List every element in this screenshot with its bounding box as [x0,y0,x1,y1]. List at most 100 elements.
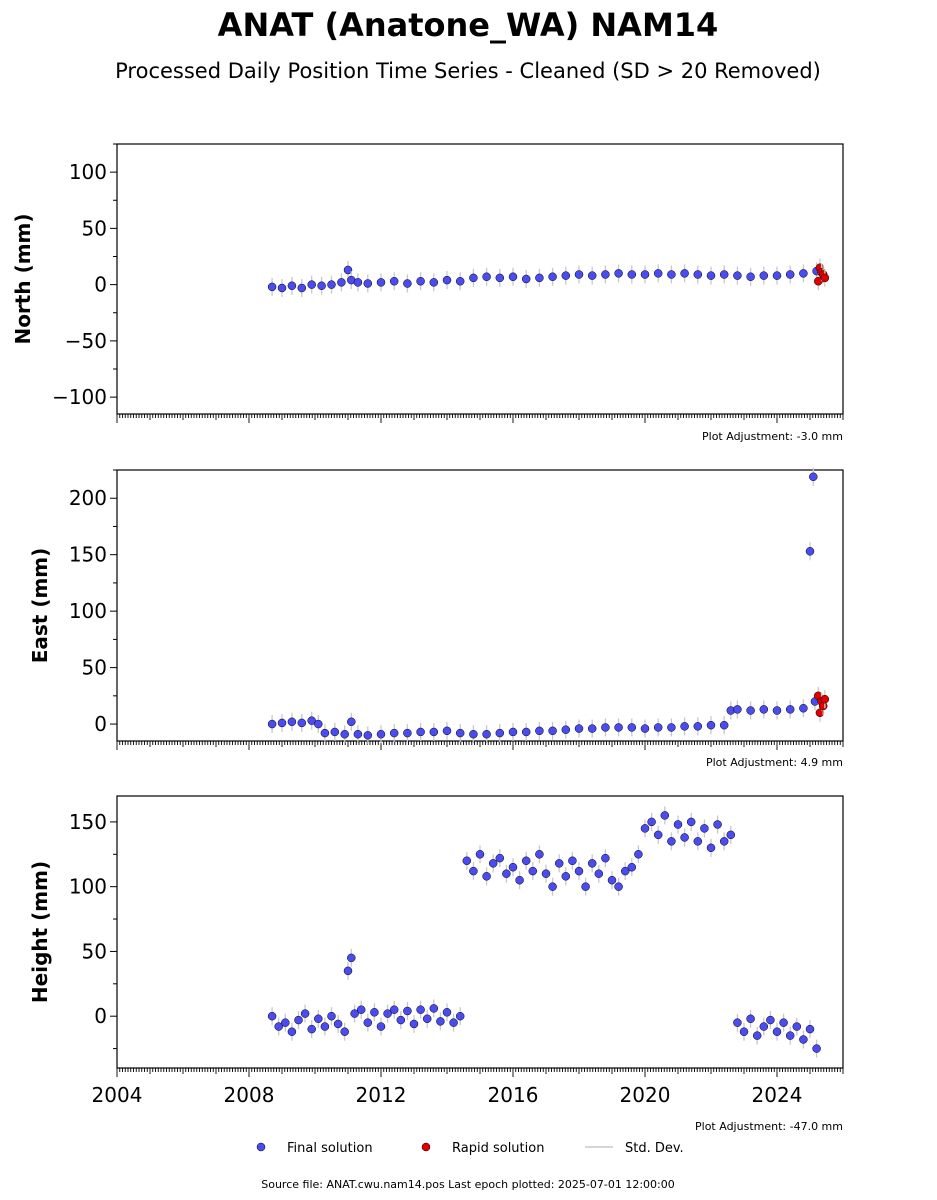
final-solution-point [627,270,637,279]
panel-height: 0 50 100 150 2004 2008 2012 2016 2020 2024 Height … [28,795,844,1133]
final-solution-point [343,966,353,976]
final-solution-point [667,723,676,732]
final-solution-point [337,278,346,287]
final-solution-point [759,705,769,714]
final-solution-point [686,817,696,827]
final-solution-point [277,283,287,293]
final-solution-point [713,820,722,829]
final-solution-point [307,280,316,289]
final-solution-point [772,271,782,280]
final-solution-point [574,866,584,876]
final-solution-point [746,272,755,281]
final-solution-point [739,1027,749,1036]
final-solution-point [383,1009,392,1018]
final-solution-point [320,1022,330,1031]
final-solution-point [805,1024,815,1034]
final-solution-point [442,275,452,285]
final-solution-point [680,833,689,842]
final-solution-point [706,271,716,280]
final-solution-point [455,277,465,286]
final-solution-point [680,722,689,731]
final-solution-point [389,728,399,738]
final-solution-point [667,270,676,279]
final-solution-point [502,869,511,878]
final-solution-point [396,1015,406,1025]
final-solution-point [640,270,650,279]
final-solution-point [495,728,505,738]
final-solution-point [700,824,709,833]
y-axis-label-north: North (mm) [11,213,35,344]
final-solution-point [314,1014,323,1024]
chart-title: ANAT (Anatone_WA) NAM14 [218,6,719,44]
final-solution-point [267,719,277,729]
final-solution-point [581,882,590,891]
final-solution-point [416,277,425,286]
final-solution-point [614,723,623,732]
final-solution-point [495,273,505,283]
final-solution-point [455,728,465,738]
final-solution-point [746,1014,755,1024]
final-solution-point [733,1018,742,1027]
final-solution-point [340,729,349,739]
final-solution-point [317,281,326,290]
final-solution-point [347,717,356,727]
panel-north: −100 −50 0 50 100 North (mm) Plot Adjustment: … [11,143,844,443]
final-solution-point [508,862,518,872]
source-file-note: Source file: ANAT.cwu.nam14.pos Last epo… [261,1178,675,1191]
final-solution-point [521,274,531,284]
final-solution-point [307,1024,316,1034]
final-solution-point [350,1009,359,1018]
legend-rapid-label: Rapid solution [452,1141,544,1156]
final-solution-point [314,719,323,729]
final-solution-point [327,280,336,289]
final-solution-point [640,724,650,733]
final-solution-point [327,1011,336,1021]
final-solution-point [647,817,656,827]
final-solution-point [333,1019,343,1029]
final-solution-point [541,869,551,878]
final-solution-point [693,270,703,279]
final-solution-point [300,1009,310,1018]
final-solution-point [535,273,544,283]
final-solution-point [482,729,491,739]
x-tick-label: 2020 [620,1083,671,1107]
final-solution-point [706,843,716,853]
final-solution-point [627,862,637,872]
final-solution-point [508,727,518,737]
final-solution-point [759,271,769,280]
final-solution-point [785,1031,795,1040]
plot-adjustment-height: Plot Adjustment: -47.0 mm [695,1120,843,1133]
final-solution-point [535,726,544,736]
final-solution-point [587,271,597,280]
final-solution-point [475,850,485,859]
final-solution-point [307,716,316,725]
legend-final-marker [256,1142,266,1152]
final-solution-point [627,723,637,732]
final-solution-point [779,1018,788,1027]
final-solution-point [482,872,491,881]
final-solution-point [634,850,643,859]
final-solution-point [772,706,782,715]
final-solution-point [403,728,412,738]
final-solution-point [614,882,623,891]
final-solution-point [363,279,373,288]
plot-adjustment-north: Plot Adjustment: -3.0 mm [702,430,843,443]
final-solution-point [469,866,478,876]
final-solution-point [455,1011,465,1021]
final-solution-point [693,837,703,846]
final-solution-point [409,1019,419,1029]
final-solution-point [548,882,557,891]
final-solution-point [785,705,795,714]
final-solution-point [347,953,356,963]
final-solution-point [508,272,518,281]
final-solution-point [320,728,330,738]
final-solution-point [403,279,412,288]
panel-east: 0 50 100 150 200 East (mm) Plot Adjustment: 4.… [28,467,844,769]
y-tick-label-height: 50 [82,939,107,963]
final-solution-point [719,270,729,279]
final-solution-point [340,1027,349,1036]
y-tick-label-east: 0 [94,712,107,736]
final-solution-point [416,727,425,737]
final-solution-point [799,1035,808,1044]
